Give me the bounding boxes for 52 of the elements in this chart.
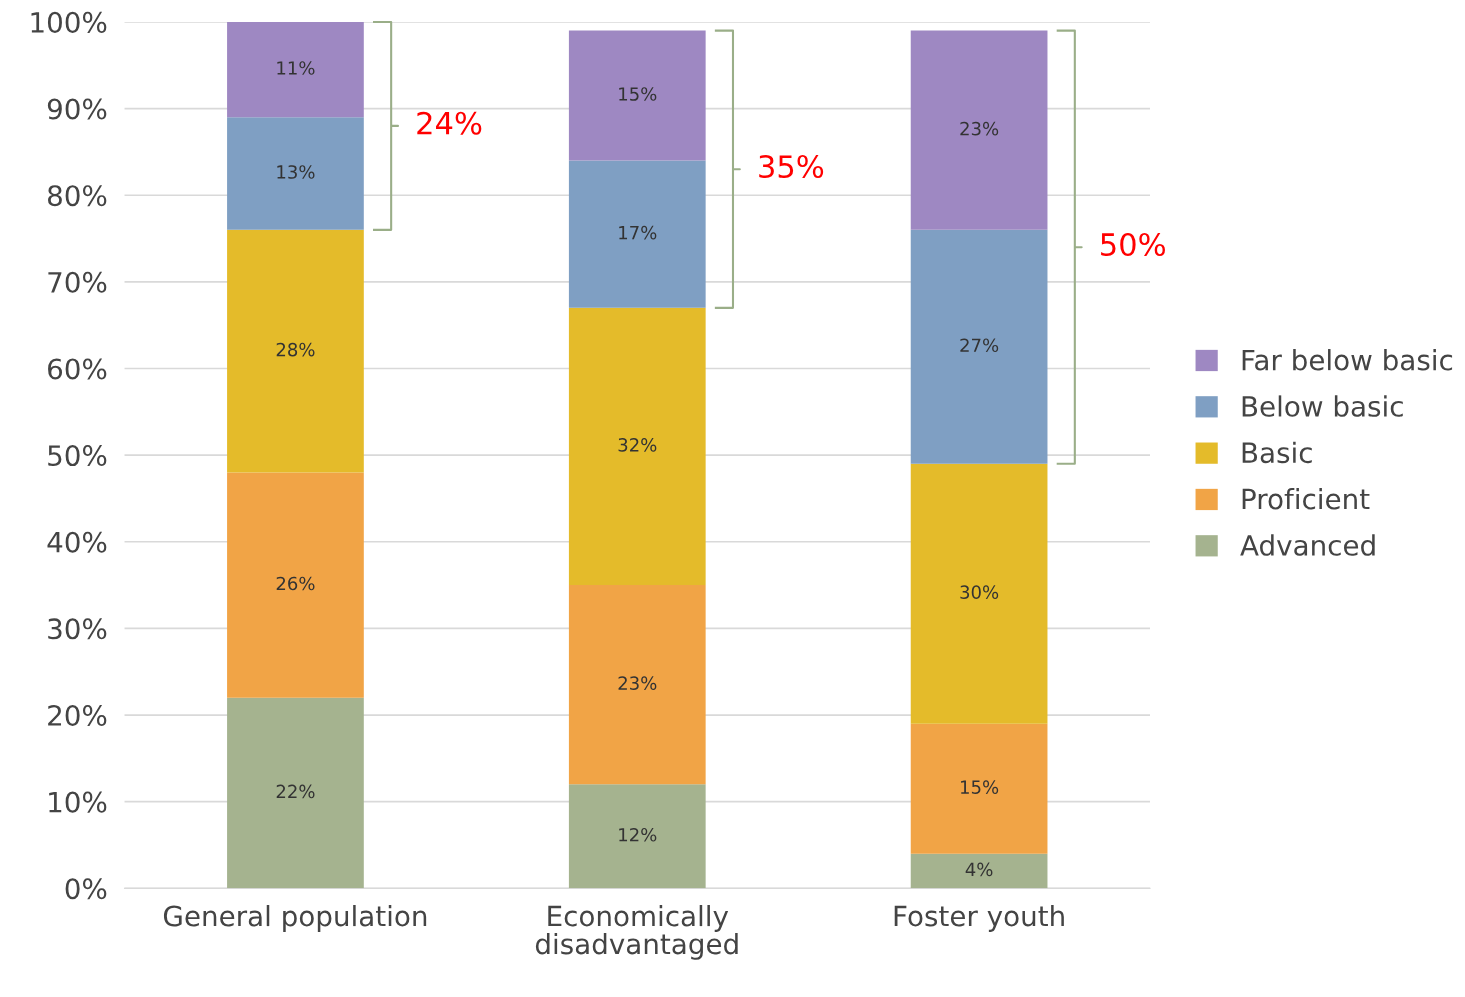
data-label: 30% [960,585,999,599]
x-tick-label: General population [163,904,427,932]
legend-label: Basic [1242,441,1312,464]
data-label: 15% [619,87,657,101]
x-tick-label: Foster youth [894,904,1064,932]
y-tick-label: 100% [31,11,107,33]
bar [910,229,1048,464]
data-label: 27% [960,338,999,353]
data-label: 26% [276,576,315,591]
y-tick-label: 70% [48,271,107,293]
y-tick-label: 20% [48,704,107,726]
bar [568,30,706,161]
bar [910,723,1048,854]
data-label: 17% [619,225,657,240]
bar [568,307,706,586]
y-tick-label: 90% [47,98,107,120]
data-label: 23% [960,121,999,136]
bar [227,697,364,889]
data-label: 15% [961,780,999,794]
y-tick-label: 0% [65,878,107,900]
data-label: 12% [619,827,657,842]
annotation: 50% [1101,232,1165,257]
y-tick-label: 50% [48,445,107,467]
bar [910,30,1048,230]
legend-label: Advanced [1240,534,1375,556]
y-tick-label: 40% [47,531,107,553]
bar [227,21,364,118]
legend-label: Below basic [1242,395,1403,417]
y-tick-label: 10% [49,791,107,813]
annotation: 24% [417,111,482,135]
y-tick-label: 80% [48,185,107,207]
bar [227,229,364,473]
annotation: 35% [759,154,824,179]
bar [568,585,706,785]
x-tick-label: Economically disadvantaged [535,904,738,960]
bar [568,784,706,889]
data-label: 4% [965,862,993,877]
legend-label: Proficient [1242,488,1370,510]
bar [910,853,1048,889]
bar [227,117,364,230]
bar [227,472,364,698]
y-tick-label: 30% [48,618,107,640]
y-tick-label: 60% [48,358,107,380]
data-label: 32% [618,438,657,452]
bar [568,160,706,308]
data-label: 11% [277,61,315,75]
bar [910,463,1048,724]
data-label: 28% [276,342,315,357]
data-label: 23% [618,676,657,690]
data-label: 22% [276,784,315,799]
data-label: 13% [277,165,315,179]
legend-label: Far below basic [1242,349,1453,371]
